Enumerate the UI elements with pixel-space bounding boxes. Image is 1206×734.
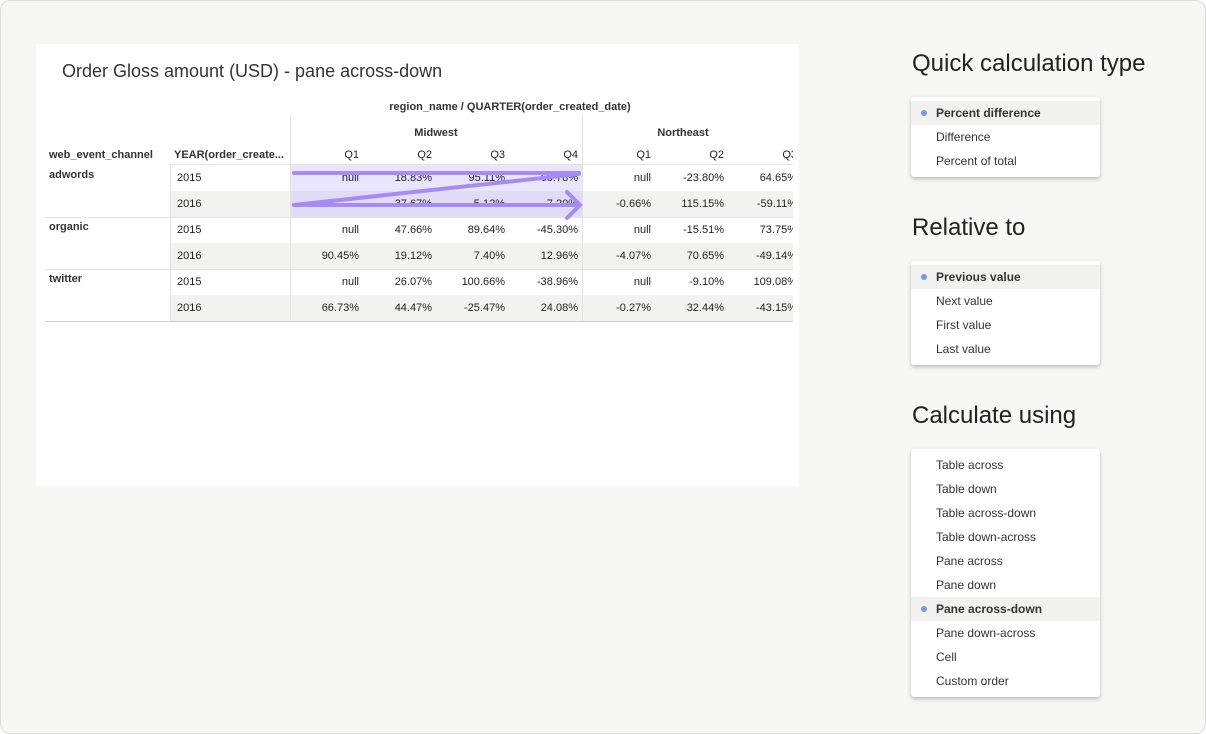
value-cell: -38.96% <box>537 276 578 288</box>
quarter-header: Q2 <box>709 149 724 161</box>
value-cell: -0.66% <box>616 198 651 210</box>
row-stripe <box>170 295 793 321</box>
arrow-head <box>565 190 583 220</box>
value-cell: -59.11% <box>756 198 793 210</box>
pane-across-down-arrow <box>292 171 583 220</box>
value-cell: null <box>341 276 359 288</box>
value-cell: 47.66% <box>394 224 432 236</box>
value-cell: -43.15% <box>756 302 793 314</box>
region-header: Midwest <box>414 127 458 139</box>
value-cell: 32.44% <box>686 302 724 314</box>
column-divider <box>170 165 171 321</box>
value-cell: 12.96% <box>540 250 578 262</box>
group-divider <box>45 269 793 270</box>
channel-label: organic <box>49 221 89 233</box>
quarter-header: Q1 <box>344 149 359 161</box>
value-cell: 70.65% <box>686 250 724 262</box>
region-header: Northeast <box>657 127 709 139</box>
option-table-across-down[interactable]: Table across-down <box>936 506 1037 520</box>
value-cell: -25.47% <box>464 302 505 314</box>
value-cell: 19.12% <box>394 250 432 262</box>
year-label: 2016 <box>177 302 202 314</box>
quick-calc-list: Percent difference Difference Percent of t… <box>911 97 1100 177</box>
option-custom-order[interactable]: Custom order <box>936 674 1009 688</box>
year-label: 2016 <box>177 250 202 262</box>
year-label: 2015 <box>177 224 202 236</box>
arrow-return <box>292 172 581 207</box>
value-cell: 89.64% <box>467 224 505 236</box>
value-cell: -45.30% <box>537 224 578 236</box>
option-previous-value[interactable]: Previous value <box>911 265 1100 289</box>
value-cell: 64.65% <box>759 172 793 184</box>
option-difference[interactable]: Difference <box>936 130 991 144</box>
calculate-using-list: Table across Table down Table across-down T… <box>911 449 1100 697</box>
quarter-header: Q4 <box>563 149 578 161</box>
value-cell: 90.45% <box>321 250 359 262</box>
channel-label: adwords <box>49 169 95 181</box>
year-label: 2015 <box>177 172 202 184</box>
value-cell: 44.47% <box>394 302 432 314</box>
option-pane-down[interactable]: Pane down <box>936 578 997 592</box>
option-cell[interactable]: Cell <box>936 650 957 664</box>
option-next-value[interactable]: Next value <box>936 294 993 308</box>
option-last-value[interactable]: Last value <box>936 342 991 356</box>
chart-title: Order Gloss amount (USD) - pane across-d… <box>62 61 443 81</box>
option-table-down-across[interactable]: Table down-across <box>936 530 1037 544</box>
option-table-across[interactable]: Table across <box>936 458 1004 472</box>
option-percent-difference[interactable]: Percent difference <box>911 101 1100 125</box>
value-cell: 7.40% <box>473 250 505 262</box>
value-cell: null <box>633 224 651 236</box>
column-dimension-label: region_name / QUARTER(order_created_date… <box>389 101 631 113</box>
row-header: YEAR(order_create... <box>174 149 285 161</box>
quarter-header: Q3 <box>782 149 793 161</box>
value-cell: -9.10% <box>689 276 724 288</box>
option-pane-across-down[interactable]: Pane across-down <box>911 597 1100 621</box>
channel-label: twitter <box>49 273 82 285</box>
value-cell: -15.51% <box>683 224 724 236</box>
row-header: web_event_channel <box>49 149 153 161</box>
value-cell: null <box>341 224 359 236</box>
quarter-header: Q1 <box>636 149 651 161</box>
column-divider <box>290 116 291 321</box>
option-pane-across[interactable]: Pane across <box>936 554 1003 568</box>
value-cell: -4.07% <box>616 250 651 262</box>
value-cell: -23.80% <box>683 172 724 184</box>
value-cell: 115.15% <box>681 198 724 210</box>
quarter-header: Q3 <box>490 149 505 161</box>
option-percent-of-total[interactable]: Percent of total <box>936 154 1017 168</box>
value-cell: 24.08% <box>540 302 578 314</box>
relative-to-heading: Relative to <box>912 214 1026 241</box>
option-first-value[interactable]: First value <box>936 318 992 332</box>
column-divider <box>582 116 583 321</box>
value-cell: null <box>633 172 651 184</box>
crosstab-table: region_name / QUARTER(order_created_date… <box>45 94 793 374</box>
value-cell: 109.08% <box>753 276 793 288</box>
quick-calc-heading: Quick calculation type <box>912 50 1146 77</box>
relative-to-list: Previous value Next value First value Last … <box>911 261 1100 365</box>
group-divider <box>45 217 793 218</box>
value-cell: null <box>633 276 651 288</box>
option-pane-down-across[interactable]: Pane down-across <box>936 626 1036 640</box>
quarter-header: Q2 <box>417 149 432 161</box>
value-cell: -0.27% <box>616 302 651 314</box>
value-cell: -49.14% <box>756 250 793 262</box>
option-table-down[interactable]: Table down <box>936 482 997 496</box>
row-stripe <box>170 243 793 269</box>
value-cell: 66.73% <box>321 302 359 314</box>
value-cell: 26.07% <box>394 276 432 288</box>
table-bottom <box>45 321 793 322</box>
value-cell: 73.75% <box>759 224 793 236</box>
calculate-using-heading: Calculate using <box>912 402 1077 429</box>
year-label: 2015 <box>177 276 202 288</box>
header-divider <box>170 164 793 165</box>
value-cell: 100.66% <box>461 276 505 288</box>
view-card: Order Gloss amount (USD) - pane across-d… <box>36 44 799 486</box>
year-label: 2016 <box>177 198 202 210</box>
